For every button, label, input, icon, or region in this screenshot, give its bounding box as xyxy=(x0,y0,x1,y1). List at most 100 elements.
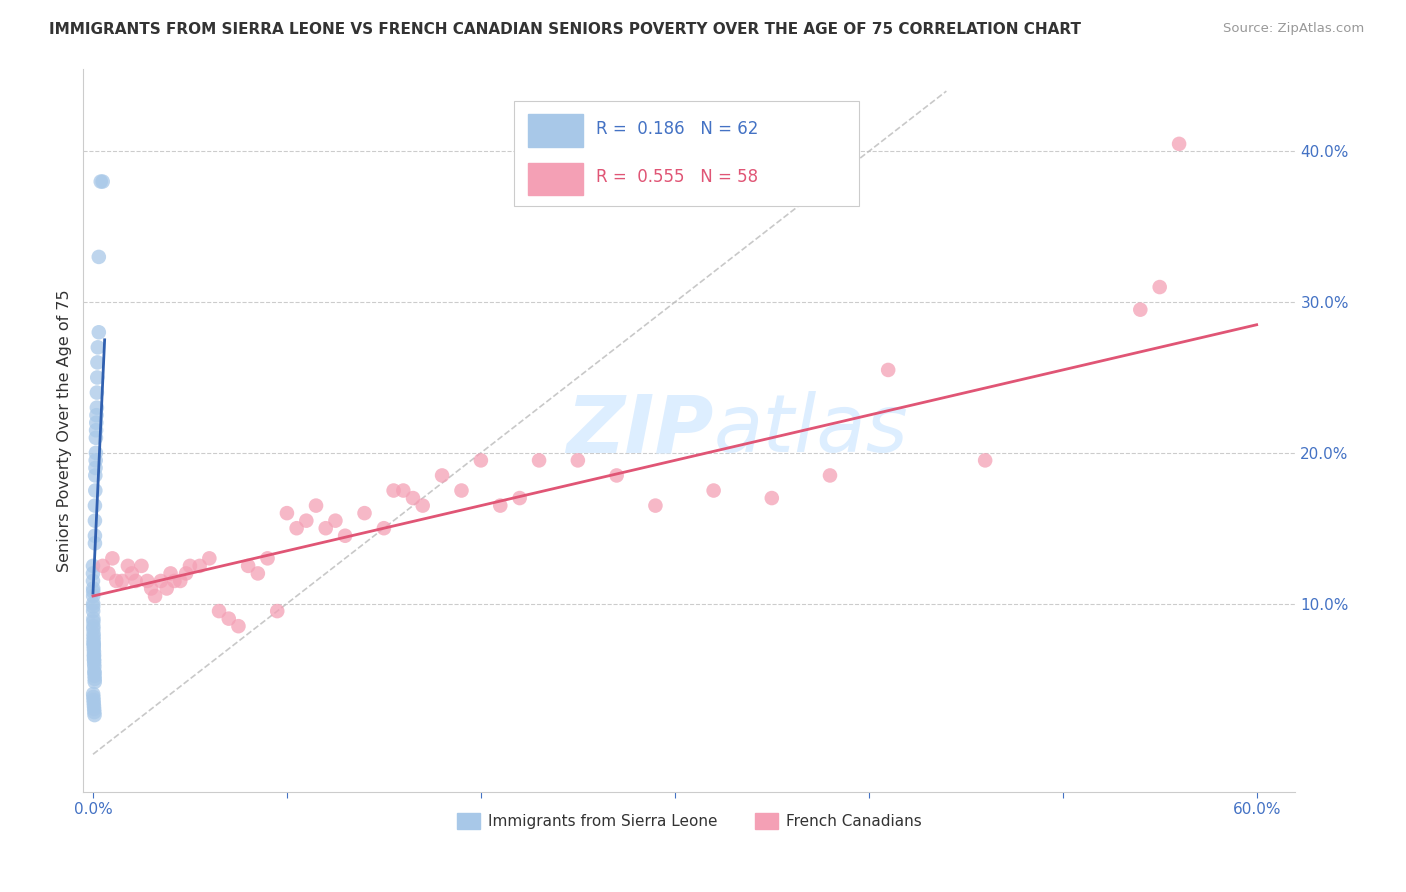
Legend: Immigrants from Sierra Leone, French Canadians: Immigrants from Sierra Leone, French Can… xyxy=(451,806,928,835)
Point xyxy=(82,566,104,581)
Point xyxy=(83,648,105,662)
Point xyxy=(392,483,415,498)
Point xyxy=(256,551,278,566)
Point xyxy=(606,468,628,483)
Point xyxy=(82,558,104,573)
Point xyxy=(208,604,231,618)
Point xyxy=(141,582,163,596)
Point xyxy=(84,461,107,475)
Point xyxy=(101,551,124,566)
Point xyxy=(86,370,108,384)
Point xyxy=(83,665,105,679)
Point xyxy=(84,423,107,437)
Point xyxy=(82,584,104,599)
Point xyxy=(470,453,492,467)
Point xyxy=(527,453,550,467)
Point xyxy=(84,536,107,550)
Point xyxy=(84,529,107,543)
Text: R =  0.555   N = 58: R = 0.555 N = 58 xyxy=(596,168,758,186)
Text: IMMIGRANTS FROM SIERRA LEONE VS FRENCH CANADIAN SENIORS POVERTY OVER THE AGE OF : IMMIGRANTS FROM SIERRA LEONE VS FRENCH C… xyxy=(49,22,1081,37)
Point xyxy=(83,693,105,707)
Point xyxy=(83,665,105,680)
Point xyxy=(83,649,105,664)
Point xyxy=(83,672,105,686)
Point xyxy=(82,589,104,603)
Point xyxy=(489,499,512,513)
Point xyxy=(84,453,107,467)
FancyBboxPatch shape xyxy=(513,101,859,206)
Point xyxy=(198,551,221,566)
Point xyxy=(82,582,104,596)
Point xyxy=(84,468,107,483)
Point xyxy=(87,340,110,354)
Point xyxy=(90,175,112,189)
Point xyxy=(228,619,250,633)
Point xyxy=(86,355,108,369)
Point xyxy=(124,574,146,588)
Point xyxy=(111,574,134,588)
Point xyxy=(83,654,105,668)
Text: ZIP: ZIP xyxy=(567,392,714,469)
Text: R =  0.186   N = 62: R = 0.186 N = 62 xyxy=(596,120,758,137)
Point xyxy=(246,566,269,581)
Point xyxy=(82,690,104,704)
Text: atlas: atlas xyxy=(714,392,908,469)
Point xyxy=(83,636,105,650)
Point xyxy=(1168,136,1191,151)
Point xyxy=(84,483,107,498)
Point xyxy=(83,708,105,723)
Point xyxy=(218,612,240,626)
Point xyxy=(1149,280,1171,294)
Point xyxy=(82,604,104,618)
Point xyxy=(87,326,110,340)
Point xyxy=(87,250,110,264)
Point xyxy=(82,619,104,633)
Point xyxy=(509,491,531,505)
Point xyxy=(1129,302,1152,317)
Point xyxy=(179,558,201,573)
Point xyxy=(156,582,179,596)
Point xyxy=(82,687,104,701)
Point xyxy=(236,558,259,573)
Bar xyxy=(529,114,582,146)
Point xyxy=(83,702,105,716)
Point xyxy=(333,529,356,543)
Point xyxy=(121,566,143,581)
Point xyxy=(644,499,666,513)
Point xyxy=(402,491,425,505)
Point xyxy=(382,483,405,498)
Point xyxy=(83,705,105,719)
Text: Source: ZipAtlas.com: Source: ZipAtlas.com xyxy=(1223,22,1364,36)
Point xyxy=(174,566,197,581)
Point xyxy=(84,514,107,528)
Point xyxy=(82,622,104,636)
Point xyxy=(83,669,105,683)
Point xyxy=(285,521,308,535)
Point xyxy=(117,558,139,573)
Point xyxy=(159,566,181,581)
Point xyxy=(761,491,783,505)
Point xyxy=(412,499,434,513)
Point xyxy=(877,363,900,377)
Point xyxy=(295,514,318,528)
Point xyxy=(83,660,105,674)
Y-axis label: Seniors Poverty Over the Age of 75: Seniors Poverty Over the Age of 75 xyxy=(58,289,72,572)
Point xyxy=(169,574,191,588)
Point xyxy=(83,630,105,644)
Point xyxy=(83,699,105,714)
Point xyxy=(974,453,997,467)
Point xyxy=(91,558,114,573)
Point xyxy=(91,175,114,189)
Point xyxy=(83,675,105,690)
Bar xyxy=(529,162,582,195)
Point xyxy=(82,597,104,611)
Point xyxy=(84,499,107,513)
Point xyxy=(430,468,453,483)
Point xyxy=(136,574,159,588)
Point xyxy=(143,589,166,603)
Point xyxy=(84,416,107,430)
Point xyxy=(82,574,104,588)
Point xyxy=(450,483,472,498)
Point xyxy=(131,558,153,573)
Point xyxy=(188,558,211,573)
